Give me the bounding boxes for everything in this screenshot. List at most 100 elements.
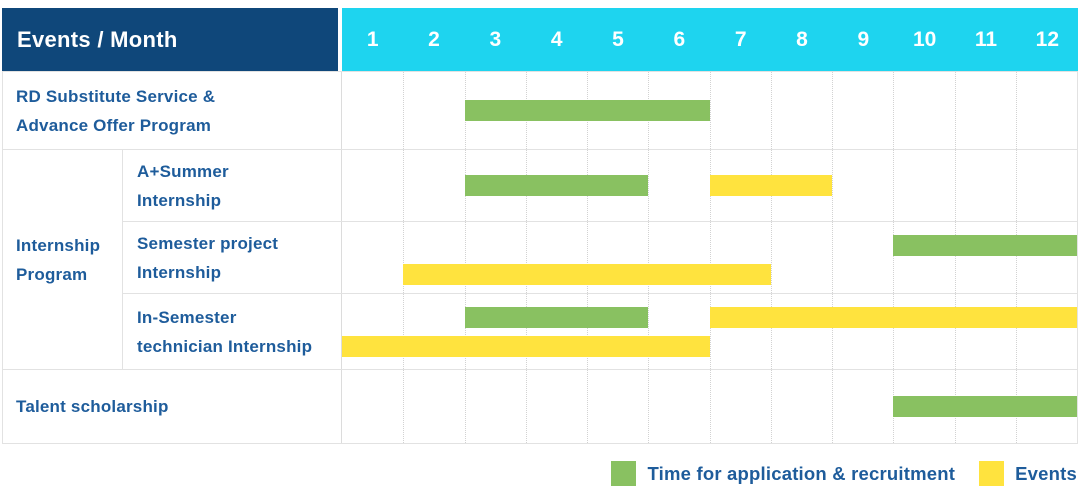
month-gridline: [954, 72, 956, 149]
row-chart-a-plus-summer-internship: [342, 150, 1077, 221]
group-label-internship-program: Internship Program: [3, 150, 123, 369]
row-label-rd-substitute-service: RD Substitute Service & Advance Offer Pro…: [3, 72, 342, 149]
month-gridline: [525, 294, 527, 369]
month-gridline: [770, 370, 772, 443]
month-gridline: [893, 72, 895, 149]
month-label-3: 3: [489, 27, 502, 51]
month-gridline: [648, 150, 650, 221]
month-gridline: [893, 294, 895, 369]
month-label-10: 10: [912, 27, 937, 51]
group-label-line: Internship: [16, 235, 101, 255]
month-gridline: [954, 294, 956, 369]
month-gridline: [403, 222, 405, 293]
month-label-5: 5: [612, 27, 624, 51]
month-label-1: 1: [366, 27, 379, 51]
row-label-line: A+Summer: [137, 161, 229, 181]
legend: Time for application & recruitment Events: [2, 461, 1078, 486]
row-label-line: technician Internship: [137, 336, 313, 356]
month-label-9: 9: [857, 27, 870, 51]
row-a-plus-summer-internship: A+Summer Internship: [123, 150, 1077, 221]
month-gridline: [648, 222, 650, 293]
application-bar: [893, 396, 1077, 417]
month-label-7: 7: [734, 27, 747, 51]
row-label-in-semester-technician-internship: In-Semester technician Internship: [123, 294, 342, 369]
month-gridline: [832, 222, 833, 293]
month-gridline: [832, 294, 833, 369]
events-month-header-cell: Events / Month: [2, 8, 338, 71]
month-gridline: [709, 222, 711, 293]
row-label-line: RD Substitute Service &: [16, 86, 216, 106]
month-label-6: 6: [673, 27, 686, 51]
row-rd-substitute-service: RD Substitute Service & Advance Offer Pro…: [3, 72, 1077, 149]
month-gridline: [587, 222, 588, 293]
month-gridline: [587, 294, 588, 369]
month-gridline: [709, 72, 711, 149]
row-label-line: In-Semester: [137, 307, 237, 327]
event-bar: [342, 336, 710, 357]
row-chart-semester-project-internship: [342, 222, 1077, 293]
month-label-12: 12: [1035, 27, 1059, 51]
month-gridline: [832, 72, 833, 149]
month-gridline: [1015, 150, 1017, 221]
gantt-table: Events / Month 1 2 3 4 5 6 7 8 9 10 11 12 RD Substi…: [2, 8, 1078, 444]
row-chart-talent-scholarship: [342, 370, 1077, 443]
month-header-row: 1 2 3 4 5 6 7 8 9 10 11 12: [342, 8, 1078, 71]
month-gridline: [403, 150, 405, 221]
month-label-11: 11: [974, 27, 998, 51]
legend-label-application: Time for application & recruitment: [647, 462, 956, 484]
month-gridline: [893, 222, 895, 293]
row-label-talent-scholarship: Talent scholarship: [3, 370, 342, 443]
month-gridline: [464, 222, 466, 293]
month-label-8: 8: [796, 27, 808, 51]
legend-swatch-application: [611, 461, 637, 486]
month-gridline: [770, 72, 772, 149]
legend-item-event: Events: [979, 461, 1077, 486]
row-semester-project-internship: Semester project Internship: [123, 221, 1077, 293]
row-label-line: Internship: [137, 190, 222, 210]
month-gridline: [770, 294, 772, 369]
legend-item-application: Time for application & recruitment: [611, 461, 955, 486]
month-gridline: [709, 370, 711, 443]
event-bar: [709, 307, 1077, 328]
month-gridline: [403, 370, 405, 443]
application-bar: [464, 175, 649, 196]
application-bar: [464, 307, 649, 328]
month-gridline: [403, 294, 405, 369]
row-in-semester-technician-internship: In-Semester technician Internship: [123, 293, 1077, 369]
row-label-line: Semester project: [137, 233, 279, 253]
month-gridline: [832, 150, 833, 221]
legend-swatch-event: [979, 461, 1005, 486]
row-chart-in-semester-technician-internship: [342, 294, 1077, 369]
month-gridline: [464, 294, 466, 369]
month-gridline: [954, 150, 956, 221]
month-gridline: [893, 150, 895, 221]
month-gridline: [648, 294, 650, 369]
month-gridline: [832, 370, 833, 443]
page-title: Events / Month: [17, 26, 178, 52]
month-gridline: [587, 370, 588, 443]
row-label-line: Advance Offer Program: [16, 115, 212, 135]
table-body: RD Substitute Service & Advance Offer Pro…: [2, 71, 1078, 444]
event-bar: [709, 175, 832, 196]
internship-program-rows: A+Summer Internship Semester project Intern…: [123, 150, 1077, 369]
group-label-line: Program: [16, 264, 88, 284]
table-header: Events / Month 1 2 3 4 5 6 7 8 9 10 11 12: [2, 8, 1078, 71]
row-label-semester-project-internship: Semester project Internship: [123, 222, 342, 293]
month-gridline: [709, 294, 711, 369]
month-gridline: [648, 370, 650, 443]
row-label-line: Talent scholarship: [16, 397, 169, 416]
row-label-a-plus-summer-internship: A+Summer Internship: [123, 150, 342, 221]
month-gridline: [1015, 72, 1017, 149]
month-gridline: [525, 222, 527, 293]
internship-program-group: Internship Program A+Summer Internship Semes…: [3, 149, 1077, 369]
legend-label-event: Events: [1015, 462, 1077, 484]
month-gridline: [464, 370, 466, 443]
application-bar: [464, 100, 710, 121]
event-bar: [403, 264, 771, 285]
row-label-line: Internship: [137, 262, 222, 282]
row-talent-scholarship: Talent scholarship: [3, 369, 1077, 443]
month-gridline: [954, 222, 956, 293]
month-gridline: [403, 72, 405, 149]
month-gridline: [525, 370, 527, 443]
